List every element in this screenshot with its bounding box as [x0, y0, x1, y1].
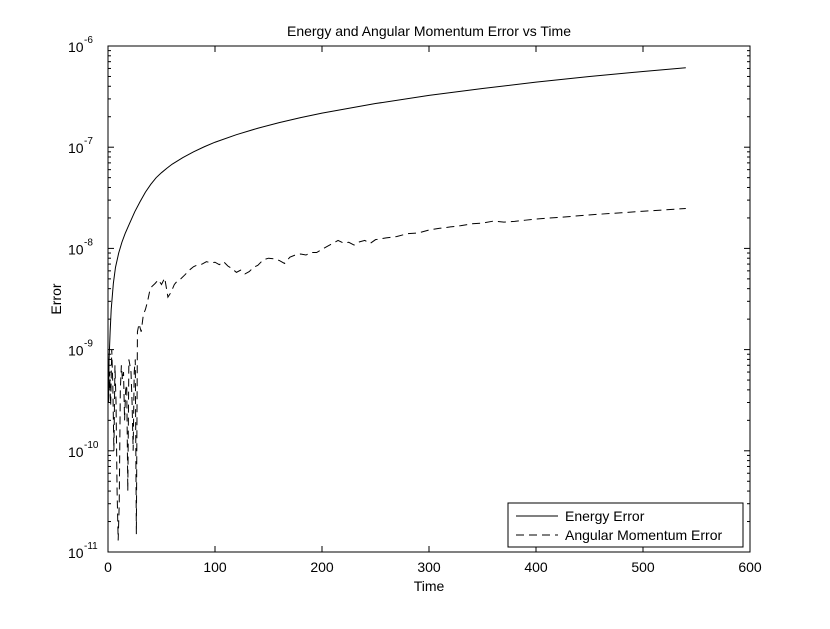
chart-title: Energy and Angular Momentum Error vs Tim… — [287, 23, 571, 39]
x-tick-label: 400 — [524, 559, 548, 575]
legend-box — [507, 502, 744, 548]
y-tick-label-exponent: -8 — [84, 237, 93, 248]
y-tick-label-exponent: -11 — [84, 541, 98, 552]
series-line-energy-error — [108, 67, 686, 403]
series-line-angular-momentum-error — [108, 207, 686, 541]
y-tick-label-base: 10 — [68, 39, 84, 55]
y-tick-label-base: 10 — [68, 545, 84, 561]
series-layer — [108, 67, 686, 541]
legend: Energy Error Angular Momentum Error — [507, 502, 744, 548]
x-tick-label: 0 — [104, 559, 112, 575]
y-tick-label-base: 10 — [68, 241, 84, 257]
x-tick-label: 500 — [631, 559, 655, 575]
y-tick-label-exponent: -9 — [84, 339, 93, 350]
x-tick-label: 600 — [738, 559, 762, 575]
y-tick-label-base: 10 — [68, 343, 84, 359]
legend-label-angular: Angular Momentum Error — [565, 527, 723, 543]
y-tick-label-base: 10 — [68, 140, 84, 156]
x-tick-label: 300 — [417, 559, 441, 575]
y-tick-label-base: 10 — [68, 444, 84, 460]
y-axis-label: Error — [48, 283, 64, 314]
x-tick-label: 100 — [203, 559, 227, 575]
y-tick-label-exponent: -7 — [84, 136, 93, 147]
x-axis-label: Time — [414, 578, 445, 594]
y-tick-label-exponent: -10 — [84, 440, 99, 451]
legend-label-energy: Energy Error — [565, 508, 645, 524]
x-tick-label: 200 — [310, 559, 334, 575]
y-tick-label-exponent: -6 — [84, 35, 93, 46]
